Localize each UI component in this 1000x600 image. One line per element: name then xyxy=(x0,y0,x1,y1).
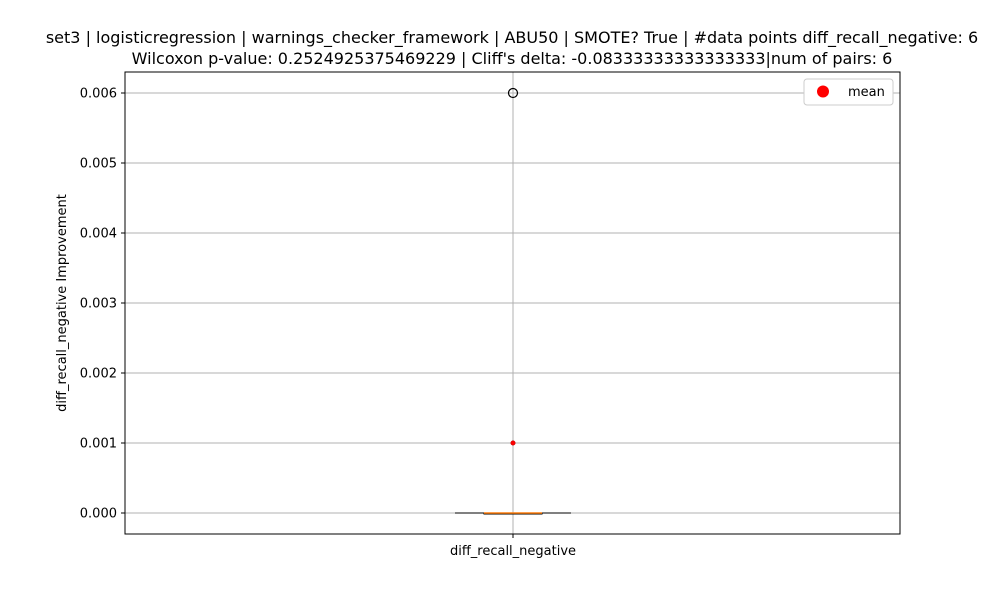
grid-layer xyxy=(125,72,900,534)
y-tick-label: 0.001 xyxy=(80,437,117,452)
legend-box xyxy=(803,78,894,106)
chart-title-line1: set3 | logisticregression | warnings_che… xyxy=(46,28,978,48)
chart-title-line2: Wilcoxon p-value: 0.2524925375469229 | C… xyxy=(132,49,893,68)
x-tick-label: diff_recall_negative xyxy=(450,544,576,559)
mean-point xyxy=(510,440,516,446)
y-tick-label: 0.002 xyxy=(80,367,117,382)
y-axis-label: diff_recall_negative Improvement xyxy=(55,194,70,412)
outlier-point xyxy=(507,87,519,99)
y-tick-label: 0.000 xyxy=(80,507,117,522)
legend-label-mean: mean xyxy=(848,85,885,100)
y-tick-label: 0.005 xyxy=(80,157,117,172)
legend: mean xyxy=(803,78,894,106)
y-tick-label: 0.003 xyxy=(80,297,117,312)
legend-marker-mean xyxy=(817,85,829,98)
y-tick-label: 0.004 xyxy=(80,227,117,242)
y-tick-label: 0.006 xyxy=(80,87,117,102)
x-ticks: diff_recall_negative xyxy=(450,534,576,559)
box-layer xyxy=(455,87,571,515)
y-ticks: 0.000 0.001 0.002 0.003 0.004 0.005 0.006 xyxy=(80,87,125,522)
